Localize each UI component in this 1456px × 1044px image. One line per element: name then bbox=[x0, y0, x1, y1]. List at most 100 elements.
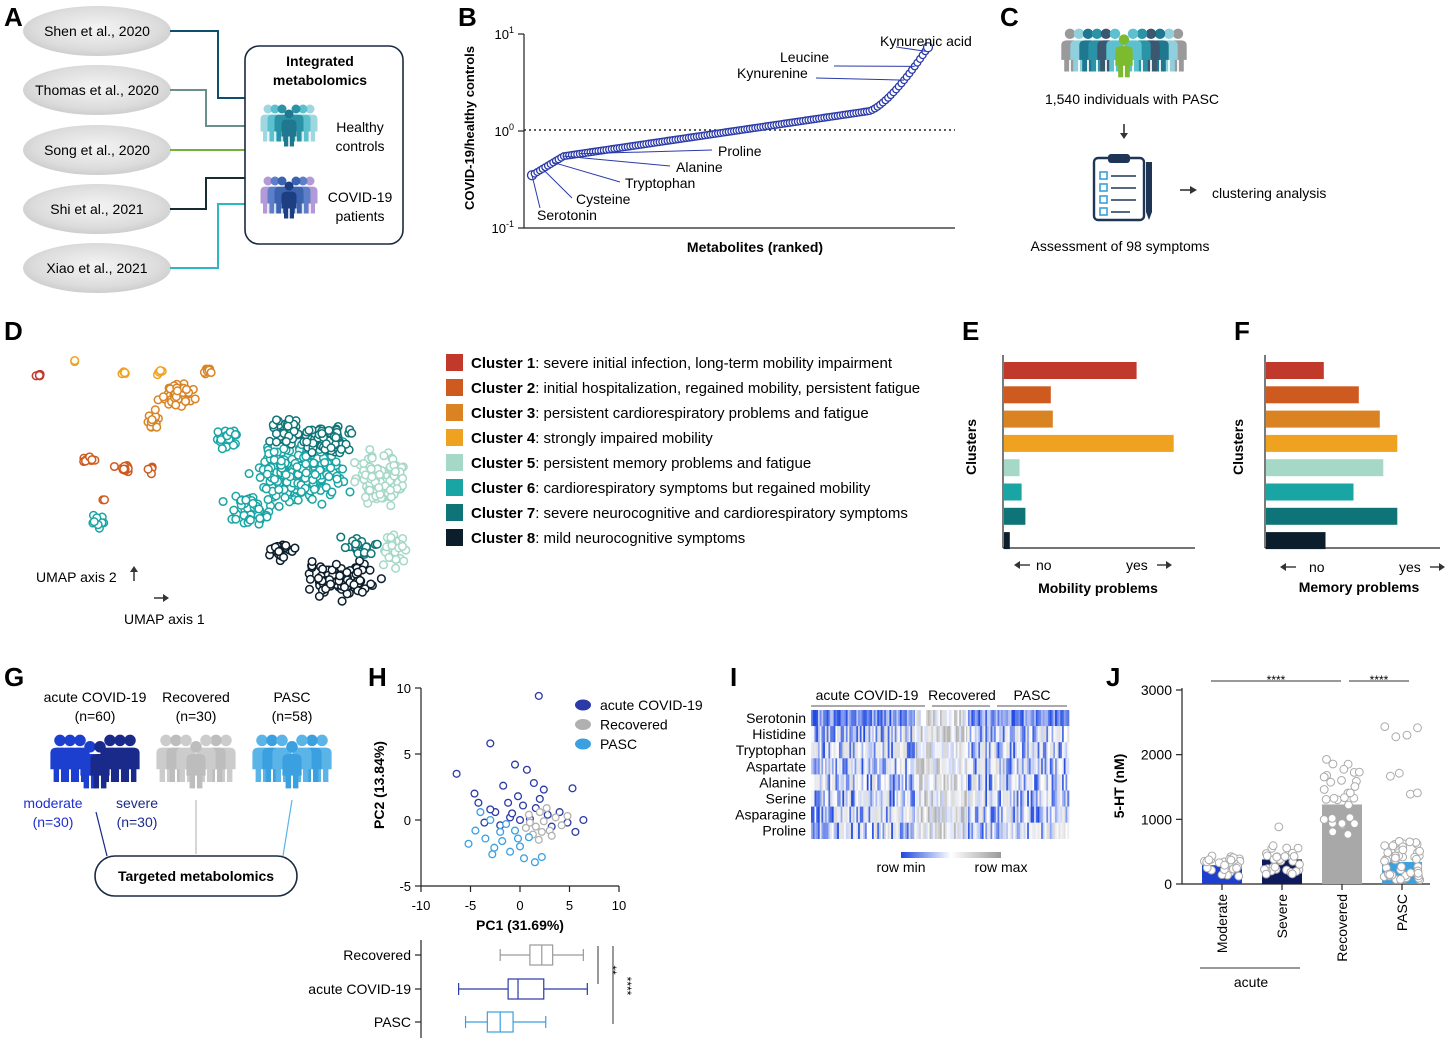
heatmap-cell bbox=[987, 742, 990, 759]
j-acute-label: acute bbox=[1234, 974, 1268, 990]
heatmap-cell bbox=[844, 790, 847, 807]
heatmap-cell bbox=[814, 806, 817, 823]
umap-point bbox=[269, 447, 279, 457]
heatmap-cell bbox=[878, 758, 882, 775]
healthy-people-icon bbox=[260, 104, 318, 147]
b-ytick-label: 10-1 bbox=[492, 219, 514, 236]
healthy-label-1: Healthy bbox=[336, 119, 383, 135]
heatmap-cell bbox=[933, 726, 936, 743]
heatmap-cell bbox=[920, 822, 923, 839]
heatmap-cell bbox=[1037, 822, 1040, 839]
heatmap-cell bbox=[858, 822, 861, 839]
heatmap-cell bbox=[943, 806, 946, 823]
panel-g: G acute COVID-19 (n=60) Recovered (n=30)… bbox=[4, 662, 332, 897]
heatmap-cell bbox=[872, 742, 875, 759]
heatmap-cell bbox=[987, 790, 990, 807]
heatmap-cell bbox=[875, 710, 878, 727]
heatmap-cell bbox=[844, 774, 847, 791]
j-point bbox=[1220, 860, 1229, 870]
cluster-bar bbox=[1266, 434, 1398, 452]
h-point bbox=[521, 823, 530, 832]
heatmap-cell bbox=[856, 774, 859, 791]
heatmap-cell bbox=[973, 726, 976, 743]
heatmap-cell bbox=[999, 774, 1002, 791]
heatmap-cell bbox=[824, 726, 827, 743]
heatmap-cell bbox=[1002, 822, 1005, 839]
heatmap-cell bbox=[814, 742, 817, 759]
heatmap-cell bbox=[812, 790, 815, 807]
heatmap-cell bbox=[1048, 758, 1051, 775]
heatmap-cell bbox=[898, 758, 901, 775]
b-points bbox=[526, 42, 934, 181]
heatmap-cell bbox=[910, 726, 913, 743]
heatmap-cell bbox=[847, 806, 850, 823]
study-name: Xiao et al., 2021 bbox=[46, 260, 147, 276]
heatmap-cell bbox=[873, 822, 876, 839]
heatmap-cell bbox=[906, 710, 909, 727]
b-annotation-label: Proline bbox=[718, 143, 762, 159]
heatmap-cell bbox=[1055, 822, 1058, 839]
heatmap-cell bbox=[983, 758, 986, 775]
heatmap-cell bbox=[877, 726, 880, 743]
heatmap-cell bbox=[1014, 774, 1017, 791]
heatmap-cell bbox=[945, 790, 948, 807]
heatmap-cell bbox=[1044, 774, 1047, 791]
heatmap-cell bbox=[828, 710, 831, 727]
umap-point bbox=[109, 461, 119, 472]
heatmap-cell bbox=[976, 806, 979, 823]
heatmap-cell bbox=[997, 726, 1000, 743]
b-point bbox=[922, 42, 934, 53]
heatmap-cell bbox=[870, 822, 873, 839]
h-point bbox=[537, 852, 546, 862]
heatmap-cell bbox=[903, 742, 906, 759]
person-icon bbox=[186, 741, 206, 789]
healthy-label-2: controls bbox=[335, 138, 384, 154]
heatmap-gap bbox=[914, 790, 917, 807]
j-point bbox=[1406, 868, 1415, 878]
umap-point bbox=[171, 400, 181, 410]
heatmap-cell bbox=[957, 758, 960, 775]
h-sig-1: ** bbox=[605, 965, 619, 975]
heatmap-cell bbox=[962, 806, 965, 823]
heatmap-cell bbox=[940, 774, 943, 791]
heatmap-cell bbox=[920, 726, 923, 743]
heatmap-cell bbox=[872, 806, 875, 823]
heatmap-cell bbox=[868, 806, 871, 823]
umap-point bbox=[271, 437, 281, 447]
heatmap-cell bbox=[990, 742, 993, 759]
heatmap-cell bbox=[887, 806, 890, 823]
heatmap-cell bbox=[1034, 806, 1037, 823]
heatmap-cell bbox=[962, 726, 965, 743]
heatmap-cell bbox=[980, 774, 983, 791]
heatmap-cell bbox=[988, 758, 991, 775]
heatmap-cell bbox=[1042, 742, 1045, 759]
heatmap-cell bbox=[1025, 774, 1028, 791]
heatmap-cell bbox=[1013, 806, 1016, 823]
heatmap-cell bbox=[1041, 790, 1044, 807]
heatmap-cell bbox=[865, 822, 868, 839]
heatmap-cell bbox=[941, 774, 944, 791]
heatmap-cell bbox=[960, 790, 963, 807]
heatmap-cell bbox=[983, 710, 986, 727]
j-point bbox=[1337, 819, 1347, 828]
heatmap-cell bbox=[1046, 822, 1049, 839]
heatmap-cell bbox=[868, 790, 871, 807]
heatmap-cell bbox=[1055, 774, 1058, 791]
heatmap-cell bbox=[826, 742, 829, 759]
heatmap-cell bbox=[844, 822, 847, 839]
heatmap-cell bbox=[830, 790, 833, 807]
heatmap-cell bbox=[845, 726, 848, 743]
heatmap-cell bbox=[960, 742, 963, 759]
heatmap-cell bbox=[1004, 790, 1007, 807]
h-point bbox=[539, 785, 548, 794]
heatmap-cell bbox=[905, 710, 908, 727]
heatmap-cell bbox=[992, 774, 995, 791]
heatmap-cell bbox=[1049, 710, 1052, 727]
heatmap-cell bbox=[990, 774, 993, 791]
heatmap-cell bbox=[1044, 710, 1047, 727]
a-connectors bbox=[170, 30, 246, 269]
j-point bbox=[1319, 772, 1329, 782]
b-annotation-label: Kynurenic acid bbox=[880, 33, 972, 49]
i-row-max: row max bbox=[975, 859, 1028, 875]
j-point bbox=[1350, 782, 1360, 791]
